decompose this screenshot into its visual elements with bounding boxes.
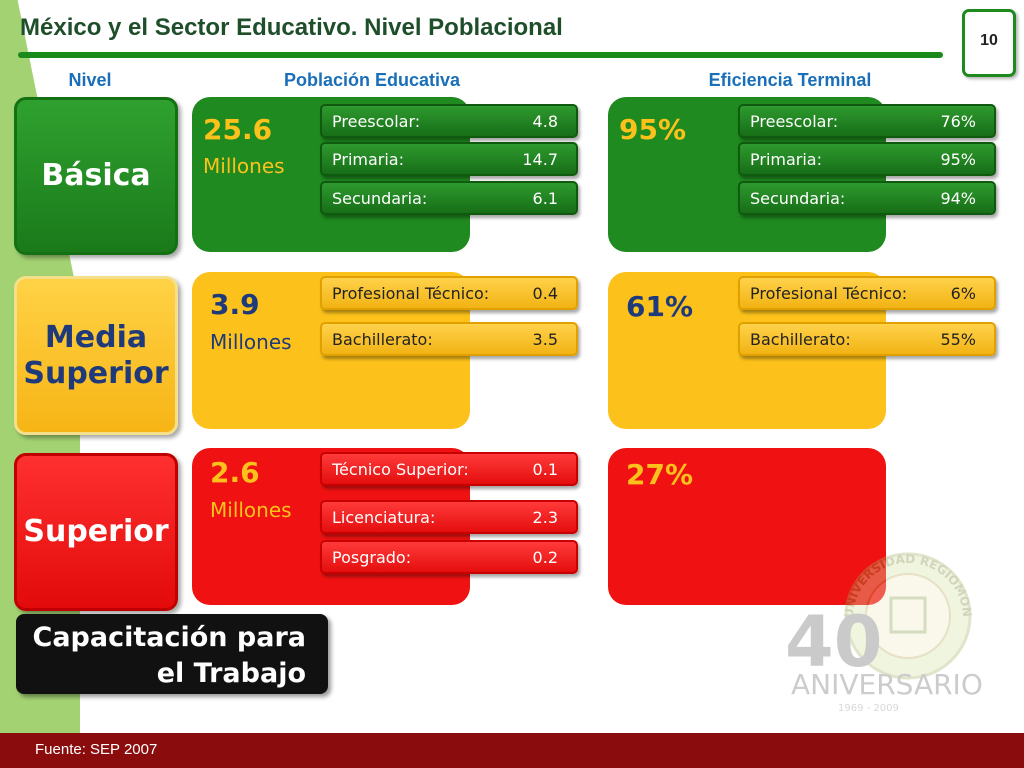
level-media-superior: Media Superior — [14, 276, 178, 435]
bar-eficiencia-preescolar: Preescolar: 76% — [738, 104, 996, 138]
bar-poblacion-preescolar: Preescolar: 4.8 — [320, 104, 578, 138]
level-media-label-2: Superior — [23, 355, 169, 391]
level-superior-label: Superior — [23, 514, 169, 549]
bar-value: 76% — [940, 111, 976, 131]
bar-value: 95% — [940, 149, 976, 169]
bar-label: Bachillerato: — [750, 329, 851, 349]
bar-value: 0.4 — [532, 283, 558, 303]
bar-poblacion-tecnico-superior: Técnico Superior: 0.1 — [320, 452, 578, 486]
bar-eficiencia-profesional-tecnico: Profesional Técnico: 6% — [738, 276, 996, 310]
level-superior: Superior — [14, 453, 178, 611]
panel-eficiencia-superior — [608, 448, 886, 605]
footer-source: Fuente: SEP 2007 — [35, 741, 158, 758]
bar-eficiencia-secundaria: Secundaria: 94% — [738, 181, 996, 215]
bar-value: 55% — [940, 329, 976, 349]
bar-value: 0.2 — [532, 547, 558, 567]
bar-label: Profesional Técnico: — [332, 283, 490, 303]
bar-poblacion-primaria: Primaria: 14.7 — [320, 142, 578, 176]
slide-title: México y el Sector Educativo. Nivel Pobl… — [20, 14, 563, 41]
logo-number: 40 — [785, 601, 882, 683]
bar-poblacion-secundaria: Secundaria: 6.1 — [320, 181, 578, 215]
bar-label: Primaria: — [750, 149, 822, 169]
bar-value: 4.8 — [532, 111, 558, 131]
capacitacion-label-1: Capacitación para — [32, 622, 306, 653]
poblacion-basica-value: 25.6 — [203, 113, 273, 146]
poblacion-superior-unit: Millones — [210, 498, 292, 522]
bar-eficiencia-bachillerato: Bachillerato: 55% — [738, 322, 996, 356]
logo-years: 1969 - 2009 — [838, 703, 899, 714]
bar-value: 3.5 — [532, 329, 558, 349]
bar-eficiencia-primaria: Primaria: 95% — [738, 142, 996, 176]
column-header-nivel: Nivel — [68, 70, 112, 90]
bar-label: Secundaria: — [332, 188, 428, 208]
capacitacion-label-2: el Trabajo — [156, 658, 306, 689]
bar-value: 6.1 — [532, 188, 558, 208]
bar-poblacion-profesional-tecnico: Profesional Técnico: 0.4 — [320, 276, 578, 310]
level-basica: Básica — [14, 97, 178, 255]
poblacion-basica-unit: Millones — [203, 154, 285, 178]
eficiencia-media-value: 61% — [626, 290, 694, 323]
column-header-eficiencia: Eficiencia Terminal — [708, 70, 872, 90]
poblacion-media-unit: Millones — [210, 330, 292, 354]
bar-value: 0.1 — [532, 459, 558, 479]
eficiencia-basica-value: 95% — [619, 113, 687, 146]
level-media-label-1: Media — [44, 319, 148, 355]
title-underline — [18, 52, 943, 58]
bar-label: Preescolar: — [332, 111, 421, 131]
bar-poblacion-bachillerato: Bachillerato: 3.5 — [320, 322, 578, 356]
bar-label: Profesional Técnico: — [750, 283, 908, 303]
bar-value: 14.7 — [522, 149, 558, 169]
bar-label: Licenciatura: — [332, 507, 436, 527]
poblacion-media-value: 3.9 — [210, 288, 260, 321]
bar-value: 2.3 — [532, 507, 558, 527]
bar-label: Preescolar: — [750, 111, 839, 131]
poblacion-superior-value: 2.6 — [210, 456, 260, 489]
page-number-box — [962, 9, 1016, 77]
column-header-poblacion: Población Educativa — [283, 70, 461, 90]
page-number: 10 — [980, 32, 998, 49]
bar-label: Primaria: — [332, 149, 404, 169]
footer-bar — [0, 733, 1024, 768]
bar-poblacion-licenciatura: Licenciatura: 2.3 — [320, 500, 578, 534]
eficiencia-superior-value: 27% — [626, 458, 694, 491]
bar-label: Posgrado: — [332, 547, 412, 567]
logo-word: ANIVERSARIO — [791, 668, 983, 701]
bar-label: Secundaria: — [750, 188, 846, 208]
level-basica-label: Básica — [41, 158, 151, 193]
bar-poblacion-posgrado: Posgrado: 0.2 — [320, 540, 578, 574]
bar-label: Bachillerato: — [332, 329, 433, 349]
capacitacion-box: Capacitación para el Trabajo — [16, 614, 328, 694]
bar-value: 6% — [950, 283, 976, 303]
bar-value: 94% — [940, 188, 976, 208]
aniversario-logo: UNIVERSIDAD REGIOMONTANA 40 ANIVERSARIO … — [783, 548, 983, 714]
bar-label: Técnico Superior: — [332, 459, 469, 479]
